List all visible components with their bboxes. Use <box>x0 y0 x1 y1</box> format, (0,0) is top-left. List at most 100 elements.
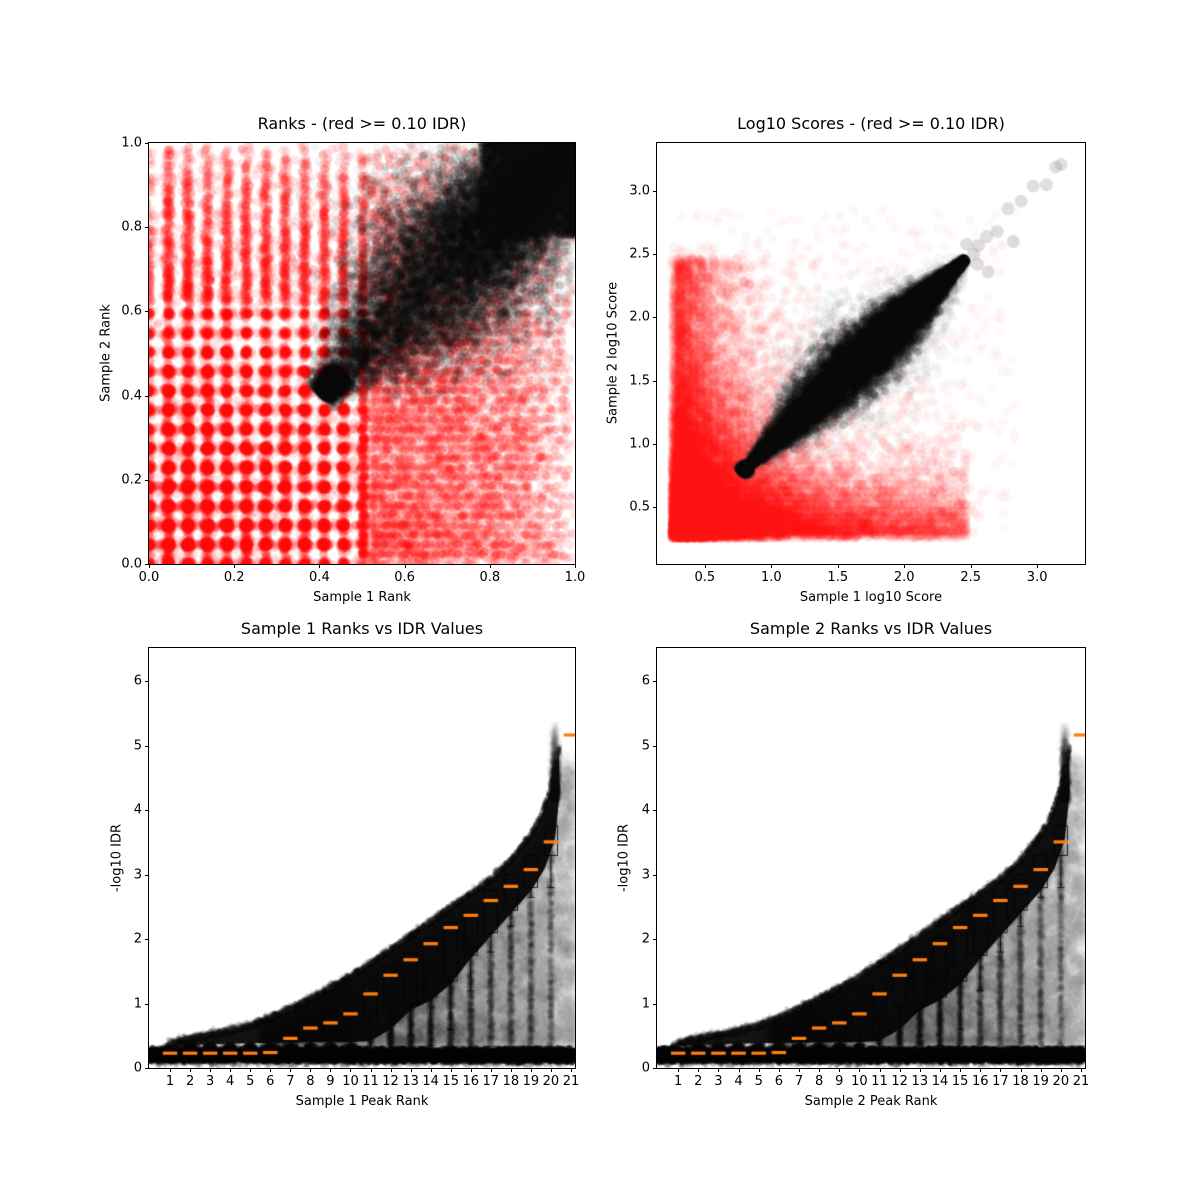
x-tick <box>1000 1068 1002 1072</box>
x-tick-label: 2 <box>185 1074 195 1089</box>
x-tick <box>410 1068 412 1072</box>
y-tick-label: 1.0 <box>629 436 650 452</box>
x-tick-label: 15 <box>951 1074 969 1089</box>
y-axis-label: -log10 IDR <box>616 823 632 893</box>
y-tick-label: 3 <box>133 867 142 883</box>
x-tick-label: 0.0 <box>138 570 160 585</box>
x-tick-label: 13 <box>911 1074 929 1089</box>
x-tick-label: 19 <box>522 1074 540 1089</box>
y-tick <box>653 681 657 683</box>
x-tick <box>270 1068 272 1072</box>
y-tick-label: 0.6 <box>121 303 142 319</box>
x-tick-label: 11 <box>362 1074 379 1089</box>
x-tick-label: 15 <box>442 1074 459 1089</box>
x-tick-label: 8 <box>306 1074 315 1089</box>
x-tick <box>819 1068 821 1072</box>
x-tick <box>678 1068 680 1072</box>
x-tick-label: 2 <box>694 1074 703 1089</box>
y-tick-label: 0 <box>133 1060 142 1076</box>
y-tick <box>653 443 657 445</box>
x-tick <box>1020 1068 1022 1072</box>
y-tick-label: 2 <box>641 931 650 947</box>
x-tick-label: 2.5 <box>960 570 982 585</box>
x-tick-label: 0.6 <box>394 570 415 585</box>
y-tick <box>145 143 149 144</box>
axes-sample1-rank-idr: 1 2 3 4 5 6 7 8 9 10 11 12 13 14 15 16 17 18 19 20 21 0 1 2 3 4 5 6 <box>134 647 579 1089</box>
x-tick <box>798 1068 800 1072</box>
x-tick <box>904 564 906 568</box>
y-axis-label: -log10 IDR <box>109 823 125 893</box>
sample2-rank-idr-plot-canvas <box>657 648 1085 1068</box>
x-tick <box>960 1068 962 1072</box>
y-tick <box>653 1003 657 1005</box>
y-tick <box>145 564 149 565</box>
y-tick <box>145 395 149 397</box>
x-tick-label: 17 <box>992 1074 1009 1089</box>
plot-title: Log10 Scores - (red >= 0.10 IDR) <box>737 114 1005 133</box>
x-tick-label: 7 <box>794 1074 804 1089</box>
y-tick <box>145 874 149 876</box>
y-tick-label: 1.0 <box>121 135 142 151</box>
y-axis-label: Sample 2 log10 Score <box>605 281 621 425</box>
x-tick-label: 10 <box>851 1074 868 1089</box>
x-tick-label: 2.0 <box>893 570 915 585</box>
plot-title: Sample 1 Ranks vs IDR Values <box>240 619 484 638</box>
y-tick <box>145 745 149 747</box>
x-tick <box>319 564 321 568</box>
x-tick <box>310 1068 312 1072</box>
x-tick-label: 12 <box>382 1074 399 1089</box>
x-tick <box>919 1068 921 1072</box>
x-tick-label: 17 <box>482 1074 500 1089</box>
x-tick-label: 19 <box>1032 1074 1049 1089</box>
x-tick-label: 5 <box>754 1074 763 1089</box>
y-tick-label: 3.0 <box>629 183 650 199</box>
y-tick-label: 4 <box>641 802 650 818</box>
x-tick <box>350 1068 352 1072</box>
y-tick <box>145 681 149 683</box>
x-tick-label: 16 <box>971 1074 989 1089</box>
x-tick <box>370 1068 372 1072</box>
x-tick-label: 21 <box>562 1074 580 1089</box>
axes-ranks: 0.0 0.2 0.4 0.6 0.8 1.0 0.0 0.2 0.4 0.6 0.8 1.0 <box>121 136 585 586</box>
x-tick-label: 1.0 <box>564 570 586 585</box>
x-tick-label: 6 <box>266 1074 275 1089</box>
x-tick <box>839 1068 841 1072</box>
y-tick-label: 5 <box>133 738 142 754</box>
x-tick <box>939 1068 941 1072</box>
y-tick <box>145 810 149 812</box>
y-tick-label: 3 <box>641 867 650 883</box>
x-tick <box>330 1068 332 1072</box>
x-tick-label: 12 <box>891 1074 908 1089</box>
y-tick-label: 4 <box>133 802 142 818</box>
x-tick <box>718 1068 720 1072</box>
x-tick <box>530 1068 532 1072</box>
y-tick <box>653 507 657 509</box>
x-tick-label: 5 <box>246 1074 255 1089</box>
y-tick-label: 6 <box>133 673 142 689</box>
x-tick-label: 0.8 <box>479 570 501 585</box>
y-tick-label: 1.5 <box>629 373 650 389</box>
plot-title: Sample 2 Ranks vs IDR Values <box>749 619 993 638</box>
x-tick <box>570 1068 572 1072</box>
x-tick <box>550 1068 552 1072</box>
x-tick-label: 20 <box>542 1074 560 1089</box>
x-tick-label: 3 <box>714 1074 723 1089</box>
x-tick-label: 0.5 <box>694 570 716 585</box>
plot-title: Ranks - (red >= 0.10 IDR) <box>257 114 467 133</box>
y-tick <box>145 311 149 313</box>
x-tick <box>489 564 491 568</box>
y-tick-label: 0 <box>641 1060 650 1076</box>
y-tick <box>653 254 657 256</box>
x-tick-label: 1 <box>674 1074 683 1089</box>
x-tick <box>1060 1068 1062 1072</box>
x-tick <box>490 1068 492 1072</box>
x-tick <box>430 1068 432 1072</box>
x-tick-label: 9 <box>835 1074 844 1089</box>
x-tick-label: 20 <box>1052 1074 1070 1089</box>
x-tick-label: 14 <box>931 1074 949 1089</box>
x-tick-label: 13 <box>402 1074 419 1089</box>
x-tick <box>575 564 576 568</box>
axes-log10-scores: 0.5 1.0 1.5 2.0 2.5 3.0 0.5 1.0 1.5 2.0 2.5 3.0 <box>629 142 1086 585</box>
y-axis-label: Sample 2 Rank <box>98 304 114 402</box>
